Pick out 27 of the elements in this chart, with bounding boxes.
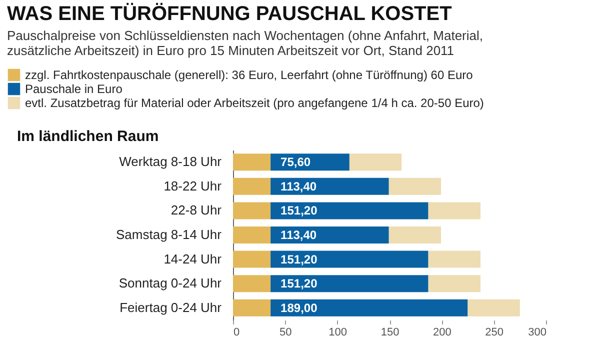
x-tick-label: 0 [234, 326, 240, 338]
data-label: 151,20 [280, 252, 318, 266]
data-label: 151,20 [280, 276, 318, 291]
y-tick-label: 14-24 Uhr [164, 251, 222, 266]
legend-label: evtl. Zusatzbetrag für Material oder Arbeitszeit (pro angefangene 1/4 h ca. 20-50 Euro) [25, 96, 484, 110]
x-tick-label: 200 [432, 326, 452, 338]
y-tick-label: 18-22 Uhr [164, 178, 222, 194]
x-tick-label: 300 [528, 326, 546, 338]
y-tick-label: Werktag 8-18 Uhr [119, 154, 222, 170]
legend-label: zzgl. Fahrtkostenpauschale (generell): 36 Euro, Leerfahrt (ohne Türöffnung) 60 Euro [25, 68, 474, 82]
y-tick-label: Sonntag 0-24 Uhr [118, 276, 222, 291]
y-tick-label: Samstag 8-14 Uhr [116, 227, 222, 242]
data-label: 75,60 [280, 155, 311, 170]
y-tick-label: 22-8 Uhr [170, 202, 222, 218]
text: Im ländlichen Raum [17, 128, 159, 145]
data-label: 113,40 [280, 228, 317, 242]
chart-title: WAS EINE TÜRÖFFNUNG PAUSCHAL KOSTET [7, 2, 452, 25]
y-tick-label: Feiertag 0-24 Uhr [120, 300, 222, 315]
x-tick-label: 50 [280, 326, 292, 338]
chart-subtitle: Pauschalpreise von Schlüsseldiensten nach Wochentagen (ohne Anfahrt, Material, zusätzliche Arbeitszeit) in Euro pro 15 Minuten Arbeitszeit vor Ort, Stand 2011 [7, 28, 483, 58]
data-label: 113,40 [280, 179, 317, 194]
data-label: 151,20 [280, 204, 318, 218]
x-tick-label: 250 [485, 326, 504, 338]
x-tick-label: 150 [380, 326, 400, 338]
x-tick-label: 100 [328, 326, 348, 338]
legend-label: Pauschale in Euro [25, 82, 123, 96]
data-label: 189,00 [280, 300, 318, 315]
